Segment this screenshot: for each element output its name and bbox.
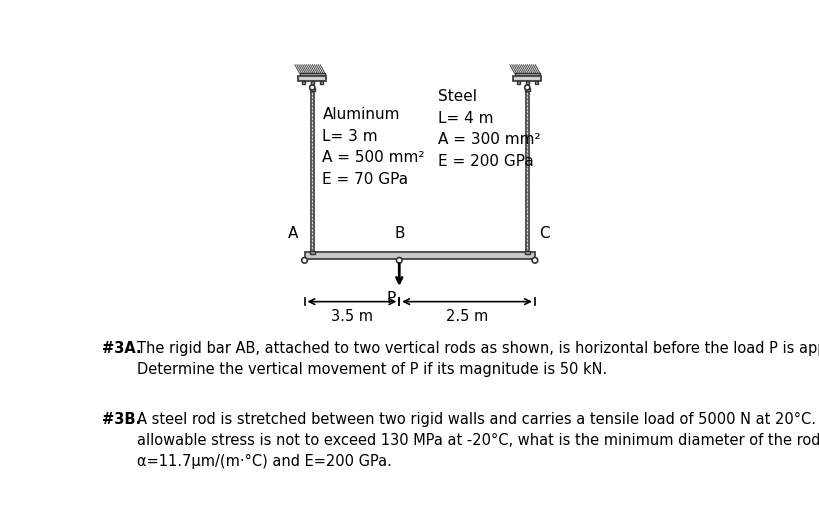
Bar — [526, 81, 529, 84]
Bar — [514, 73, 540, 76]
Bar — [298, 76, 326, 81]
Text: #3A.: #3A. — [102, 341, 142, 356]
Text: Aluminum
L= 3 m
A = 500 mm²
E = 70 GPa: Aluminum L= 3 m A = 500 mm² E = 70 GPa — [323, 107, 425, 187]
Bar — [301, 81, 305, 84]
Circle shape — [310, 85, 314, 90]
Bar — [310, 89, 314, 92]
Bar — [514, 76, 541, 81]
Circle shape — [396, 258, 402, 263]
Bar — [517, 81, 520, 84]
Text: A: A — [287, 226, 298, 242]
Bar — [310, 90, 314, 252]
Bar — [319, 81, 323, 84]
Bar — [525, 251, 530, 254]
Text: A steel rod is stretched between two rigid walls and carries a tensile load of 5: A steel rod is stretched between two rig… — [138, 412, 819, 469]
Text: C: C — [539, 226, 550, 242]
Bar — [535, 81, 538, 84]
Text: #3B.: #3B. — [102, 412, 142, 427]
Circle shape — [525, 85, 530, 90]
Circle shape — [301, 258, 307, 263]
Text: B: B — [394, 226, 405, 242]
Text: 3.5 m: 3.5 m — [331, 310, 373, 324]
Bar — [300, 73, 325, 76]
Text: The rigid bar AB, attached to two vertical rods as shown, is horizontal before t: The rigid bar AB, attached to two vertic… — [138, 341, 819, 377]
Bar — [305, 252, 535, 259]
Circle shape — [532, 258, 538, 263]
Bar — [310, 251, 314, 254]
Text: Steel
L= 4 m
A = 300 mm²
E = 200 GPa: Steel L= 4 m A = 300 mm² E = 200 GPa — [437, 89, 541, 169]
Bar — [526, 90, 529, 252]
Bar — [310, 81, 314, 84]
Bar — [525, 89, 530, 92]
Text: 2.5 m: 2.5 m — [446, 310, 488, 324]
Text: P: P — [387, 292, 396, 306]
